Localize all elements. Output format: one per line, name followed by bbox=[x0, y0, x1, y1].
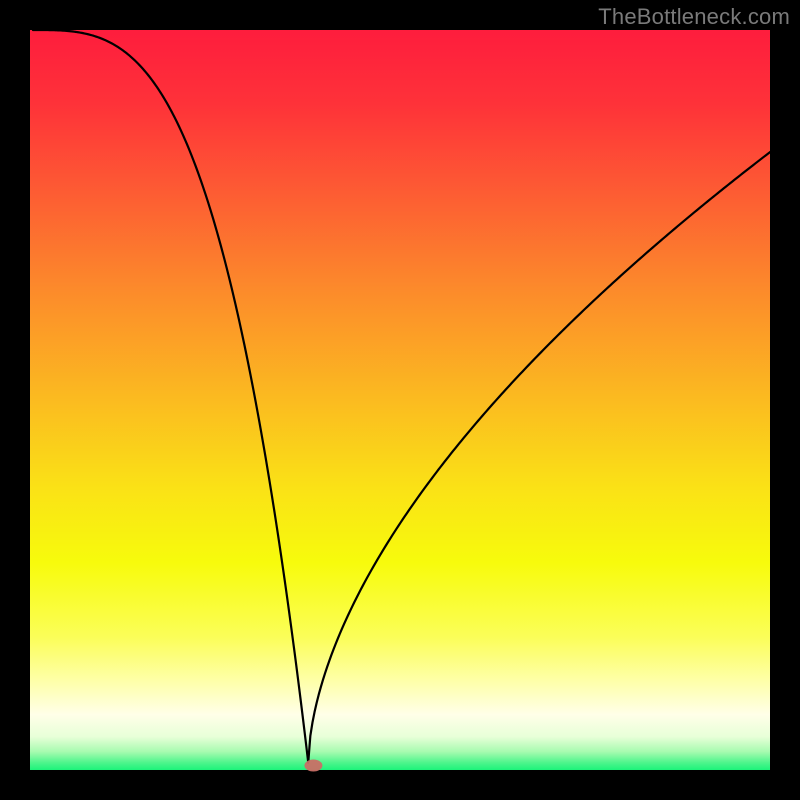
bottleneck-chart bbox=[0, 0, 800, 800]
optimal-point-marker bbox=[304, 760, 322, 772]
watermark-label: TheBottleneck.com bbox=[598, 4, 790, 30]
chart-container: TheBottleneck.com bbox=[0, 0, 800, 800]
chart-plot-bg bbox=[30, 30, 770, 770]
